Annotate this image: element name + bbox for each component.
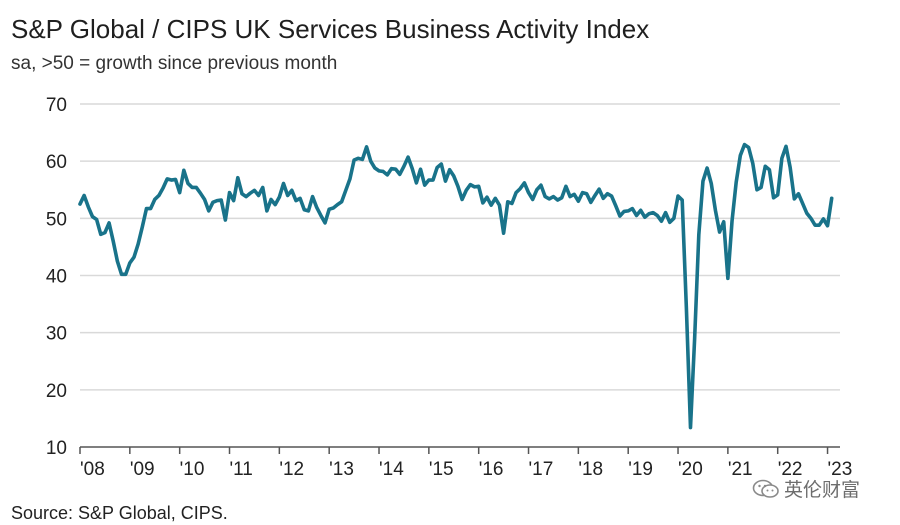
x-tick-label: '08 (80, 459, 105, 480)
y-tick-labels: 10 20 30 40 50 60 70 (46, 95, 67, 459)
x-tick-label: '20 (678, 459, 703, 480)
y-tick-label: 40 (46, 267, 67, 288)
x-tick-label: '22 (778, 459, 803, 480)
x-tick-label: '13 (329, 459, 354, 480)
x-tick-label: '12 (279, 459, 304, 480)
x-tick-label: '09 (130, 459, 155, 480)
series-layer: UK Services Business Activity Index (78, 142, 834, 430)
gridlines (80, 103, 840, 391)
watermark-text: 英伦财富 (784, 480, 861, 501)
series-line: UK Services Business Activity Index (78, 142, 834, 430)
x-tick-label: '10 (180, 459, 205, 480)
x-tick-label: '19 (628, 459, 653, 480)
x-tick-label: '15 (429, 459, 454, 480)
y-tick-label: 30 (46, 324, 67, 345)
y-tick-label: 60 (46, 152, 67, 173)
y-tick-label: 10 (46, 438, 67, 459)
watermark: 英伦财富 (752, 475, 860, 502)
chart-subtitle: sa, >50 = growth since previous month (11, 53, 338, 74)
source-note: Source: S&P Global, CIPS. (11, 503, 228, 523)
x-tick-label: '21 (728, 459, 753, 480)
chart-title: S&P Global / CIPS UK Services Business A… (11, 14, 650, 44)
x-tick-label: '18 (578, 459, 603, 480)
x-tick-label: '17 (529, 459, 554, 480)
x-tick-labels: '08 '09 '10 '11 '12 '13 '14 '15 '16 '17 '18 '19 '20 '… (80, 459, 852, 480)
x-tick-label: '14 (379, 459, 404, 480)
wechat-icon (752, 479, 779, 498)
x-tick-label: '11 (230, 459, 253, 480)
x-tick-label: '16 (479, 459, 504, 480)
x-tick-label: '23 (828, 459, 853, 480)
y-tick-label: 70 (46, 95, 67, 116)
y-tick-label: 20 (46, 381, 67, 402)
y-tick-label: 50 (46, 209, 67, 230)
axes (79, 446, 840, 454)
